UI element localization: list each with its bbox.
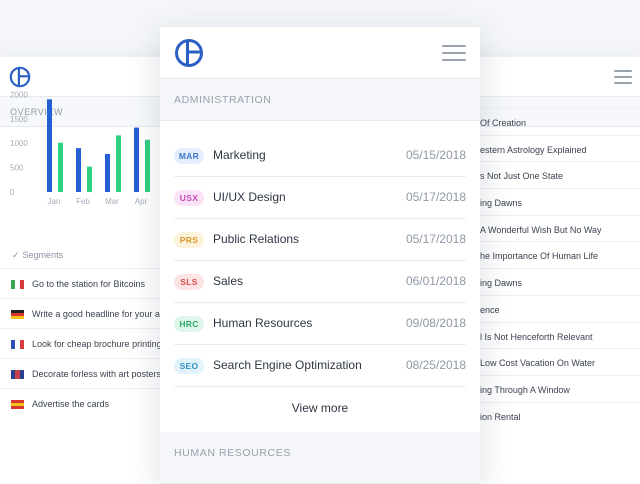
flag-es-icon bbox=[11, 400, 24, 409]
department-date: 09/08/2018 bbox=[405, 316, 466, 330]
article-title: Of Creation bbox=[480, 118, 527, 128]
check-icon: ✓ bbox=[12, 250, 20, 260]
article-item[interactable]: ence bbox=[480, 294, 640, 322]
segment-text: Decorate forless with art posters bbox=[32, 369, 160, 379]
article-item[interactable]: l Is Not Henceforth Relevant bbox=[480, 321, 640, 349]
overview-bar-chart: 05001000150020002500JanFebMarApr bbox=[10, 90, 150, 206]
flag-fr-icon bbox=[11, 340, 24, 349]
article-item[interactable]: ing Through A Window bbox=[480, 374, 640, 402]
department-code-badge: HRC bbox=[174, 316, 204, 332]
department-code-badge: SLS bbox=[174, 274, 204, 290]
section-administration: ADMINISTRATION bbox=[160, 79, 480, 121]
bar[interactable] bbox=[47, 99, 52, 192]
flag-gb-icon bbox=[11, 370, 24, 379]
segment-text: Write a good headline for your ad bbox=[32, 309, 160, 319]
department-list: MAR Marketing 05/15/2018 USX UI/UX Design 05/… bbox=[174, 135, 466, 387]
bar[interactable] bbox=[134, 127, 139, 192]
section-label: HUMAN RESOURCES bbox=[174, 447, 291, 459]
articles-list: Of Creation estern Astrology Explained s N… bbox=[480, 108, 640, 428]
segment-text: Go to the station for Bitcoins bbox=[32, 279, 146, 289]
segment-text: Look for cheap brochure printing bbox=[32, 339, 160, 349]
segment-item[interactable]: Look for cheap brochure printing bbox=[0, 328, 160, 358]
segments-list: Go to the station for Bitcoins Write a go… bbox=[0, 268, 160, 418]
bar[interactable] bbox=[58, 142, 63, 192]
department-date: 06/01/2018 bbox=[405, 274, 466, 288]
article-item[interactable]: he Importance Of Human Life bbox=[480, 241, 640, 268]
department-row[interactable]: USX UI/UX Design 05/17/2018 bbox=[174, 177, 466, 219]
article-item[interactable]: A Wonderful Wish But No Way bbox=[480, 214, 640, 242]
bar[interactable] bbox=[116, 135, 121, 192]
article-title: A Wonderful Wish But No Way bbox=[480, 224, 602, 235]
bar[interactable] bbox=[105, 153, 110, 192]
segment-text: Advertise the cards bbox=[32, 399, 110, 409]
article-title: ence bbox=[480, 304, 500, 315]
article-title: he Importance Of Human Life bbox=[480, 251, 599, 262]
department-code-badge: PRS bbox=[174, 232, 204, 248]
y-tick-label: 1000 bbox=[10, 139, 28, 148]
department-code-badge: USX bbox=[174, 190, 204, 206]
article-title: ing Through A Window bbox=[480, 384, 570, 395]
article-title: ing Dawns bbox=[480, 278, 523, 289]
y-tick-label: 0 bbox=[10, 188, 15, 197]
article-title: estern Astrology Explained bbox=[480, 144, 587, 155]
article-item[interactable]: estern Astrology Explained bbox=[480, 134, 640, 162]
section-human-resources: HUMAN RESOURCES bbox=[160, 432, 480, 484]
logo-icon[interactable] bbox=[174, 38, 204, 68]
department-row[interactable]: SEO Search Engine Optimization 08/25/2018 bbox=[174, 345, 466, 387]
department-date: 08/25/2018 bbox=[405, 358, 466, 372]
segments-label: Segments bbox=[22, 250, 64, 260]
department-row[interactable]: MAR Marketing 05/15/2018 bbox=[174, 135, 466, 177]
article-title: ion Rental bbox=[480, 411, 521, 422]
x-tick-label: Apr bbox=[135, 197, 148, 206]
section-label: ADMINISTRATION bbox=[174, 94, 272, 106]
article-item[interactable]: ing Dawns bbox=[480, 268, 640, 295]
hamburger-menu-icon[interactable] bbox=[614, 70, 632, 88]
y-tick-label: 2000 bbox=[10, 90, 28, 99]
article-item[interactable]: s Not Just One State bbox=[480, 161, 640, 188]
department-date: 05/17/2018 bbox=[405, 190, 466, 204]
segments-heading: ✓ Segments bbox=[12, 250, 63, 261]
department-name: Search Engine Optimization bbox=[213, 358, 362, 372]
bar[interactable] bbox=[76, 148, 81, 192]
flag-it-icon bbox=[11, 280, 24, 289]
flag-de-icon bbox=[11, 310, 24, 319]
article-item[interactable]: ing Dawns bbox=[480, 188, 640, 215]
article-item[interactable]: ion Rental bbox=[480, 401, 640, 429]
y-tick-label: 1500 bbox=[10, 115, 28, 124]
card-header bbox=[160, 27, 480, 79]
segment-item[interactable]: Write a good headline for your ad bbox=[0, 298, 160, 328]
departments-card: ADMINISTRATION MAR Marketing 05/15/2018 USX… bbox=[160, 27, 480, 484]
x-tick-label: Jan bbox=[48, 197, 61, 206]
article-title: ing Dawns bbox=[480, 198, 523, 209]
department-name: UI/UX Design bbox=[213, 190, 286, 204]
article-title: s Not Just One State bbox=[480, 171, 564, 182]
overview-label: OVERVIEW bbox=[10, 107, 64, 117]
department-name: Sales bbox=[213, 274, 244, 288]
department-code-badge: SEO bbox=[174, 358, 204, 374]
view-more-link[interactable]: View more bbox=[291, 401, 349, 415]
segment-item[interactable]: Decorate forless with art posters bbox=[0, 358, 160, 388]
segment-item[interactable]: Go to the station for Bitcoins bbox=[0, 268, 160, 298]
x-tick-label: Mar bbox=[105, 197, 119, 206]
department-row[interactable]: SLS Sales 06/01/2018 bbox=[174, 261, 466, 303]
department-code-badge: MAR bbox=[174, 148, 204, 164]
article-item[interactable]: Low Cost Vacation On Water bbox=[480, 348, 640, 375]
y-tick-label: 500 bbox=[10, 164, 24, 173]
department-date: 05/17/2018 bbox=[405, 232, 466, 246]
logo-icon[interactable] bbox=[9, 66, 31, 88]
bar[interactable] bbox=[145, 139, 150, 192]
department-date: 05/15/2018 bbox=[405, 148, 466, 162]
department-name: Human Resources bbox=[213, 316, 313, 330]
department-name: Public Relations bbox=[213, 232, 300, 246]
bar[interactable] bbox=[87, 166, 92, 192]
x-tick-label: Feb bbox=[76, 197, 90, 206]
department-row[interactable]: PRS Public Relations 05/17/2018 bbox=[174, 219, 466, 261]
article-title: Low Cost Vacation On Water bbox=[480, 358, 596, 369]
hamburger-menu-icon[interactable] bbox=[442, 45, 466, 66]
department-row[interactable]: HRC Human Resources 09/08/2018 bbox=[174, 303, 466, 345]
department-name: Marketing bbox=[213, 148, 266, 162]
article-item[interactable]: Of Creation bbox=[480, 108, 640, 135]
segment-item[interactable]: Advertise the cards bbox=[0, 388, 160, 418]
article-title: l Is Not Henceforth Relevant bbox=[480, 331, 593, 342]
